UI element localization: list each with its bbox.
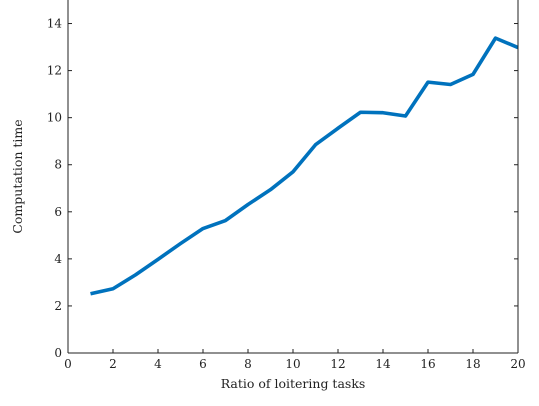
x-tick-label: 14 xyxy=(375,357,391,371)
y-tick-label: 4 xyxy=(54,252,62,266)
x-tick-label: 12 xyxy=(330,357,345,371)
y-tick-label: 6 xyxy=(54,205,62,219)
ticks-layer: 0 2 4 6 8 10 12 14 16 18 20 0 2 4 6 8 10 12 14 xyxy=(47,17,526,371)
x-tick-label: 0 xyxy=(64,357,72,371)
y-tick-label: 10 xyxy=(47,111,62,125)
x-tick-label: 2 xyxy=(109,357,117,371)
y-tick-label: 14 xyxy=(47,17,63,31)
series-layer xyxy=(90,38,518,294)
y-tick-label: 8 xyxy=(54,158,62,172)
x-tick-label: 6 xyxy=(199,357,207,371)
x-tick-label: 4 xyxy=(154,357,162,371)
x-tick-label: 20 xyxy=(510,357,525,371)
x-tick-label: 10 xyxy=(285,357,300,371)
x-axis-label: Ratio of loitering tasks xyxy=(221,376,366,391)
y-tick-label: 0 xyxy=(54,346,62,360)
y-axis-label: Computation time xyxy=(10,119,25,233)
series-line xyxy=(91,38,519,294)
x-tick-label: 16 xyxy=(420,357,435,371)
x-tick-label: 8 xyxy=(244,357,252,371)
y-tick-label: 12 xyxy=(47,64,62,78)
x-tick-label: 18 xyxy=(465,357,480,371)
y-tick-label: 2 xyxy=(54,299,62,313)
